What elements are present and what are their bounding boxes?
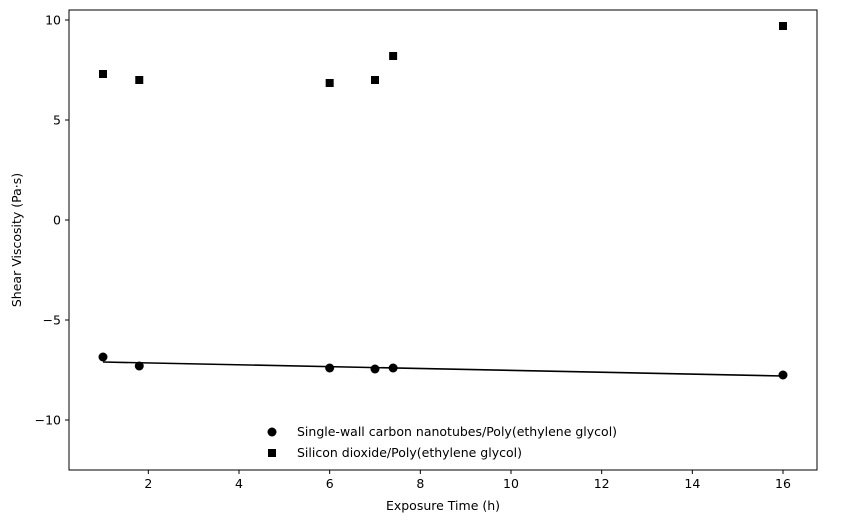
y-tick-label: −10 xyxy=(35,413,61,428)
data-point-square xyxy=(371,76,379,84)
legend: Single-wall carbon nanotubes/Poly(ethyle… xyxy=(267,424,617,460)
x-tick-label: 8 xyxy=(416,476,424,491)
y-axis: −10 −5 0 5 10 xyxy=(35,13,69,428)
y-tick-label: 10 xyxy=(45,13,61,28)
data-point-square xyxy=(99,70,107,78)
data-point-circle xyxy=(778,370,788,380)
x-tick-label: 10 xyxy=(503,476,519,491)
x-tick-label: 16 xyxy=(775,476,791,491)
plot-area-frame xyxy=(68,9,818,471)
data-point-circle xyxy=(325,363,335,373)
data-point-square xyxy=(325,79,334,87)
data-points-layer xyxy=(98,22,788,380)
data-point-circle xyxy=(388,363,398,373)
data-point-circle xyxy=(370,364,380,374)
x-tick-label: 4 xyxy=(235,476,243,491)
data-point-square xyxy=(389,52,398,60)
x-tick-label: 14 xyxy=(684,476,700,491)
trendline-layer xyxy=(102,361,784,377)
data-point-circle xyxy=(134,361,144,371)
x-tick-label: 6 xyxy=(326,476,334,491)
legend-marker-circle xyxy=(267,427,277,437)
y-tick-label: 5 xyxy=(53,113,61,128)
y-axis-label: Shear Viscosity (Pa·s) xyxy=(9,173,24,307)
x-tick-label: 12 xyxy=(594,476,610,491)
legend-label-series-2: Silicon dioxide/Poly(ethylene glycol) xyxy=(297,445,522,460)
y-tick-label: −5 xyxy=(43,313,61,328)
x-axis: 2 4 6 8 10 12 14 16 xyxy=(144,470,791,491)
trendline xyxy=(102,361,784,377)
data-point-circle xyxy=(98,352,108,362)
y-tick-label: 0 xyxy=(53,213,61,228)
legend-marker-square xyxy=(268,449,276,457)
x-tick-label: 2 xyxy=(144,476,152,491)
x-axis-label: Exposure Time (h) xyxy=(386,498,500,513)
data-point-square xyxy=(135,76,144,84)
data-point-square xyxy=(779,22,787,30)
legend-label-series-1: Single-wall carbon nanotubes/Poly(ethyle… xyxy=(297,424,617,439)
